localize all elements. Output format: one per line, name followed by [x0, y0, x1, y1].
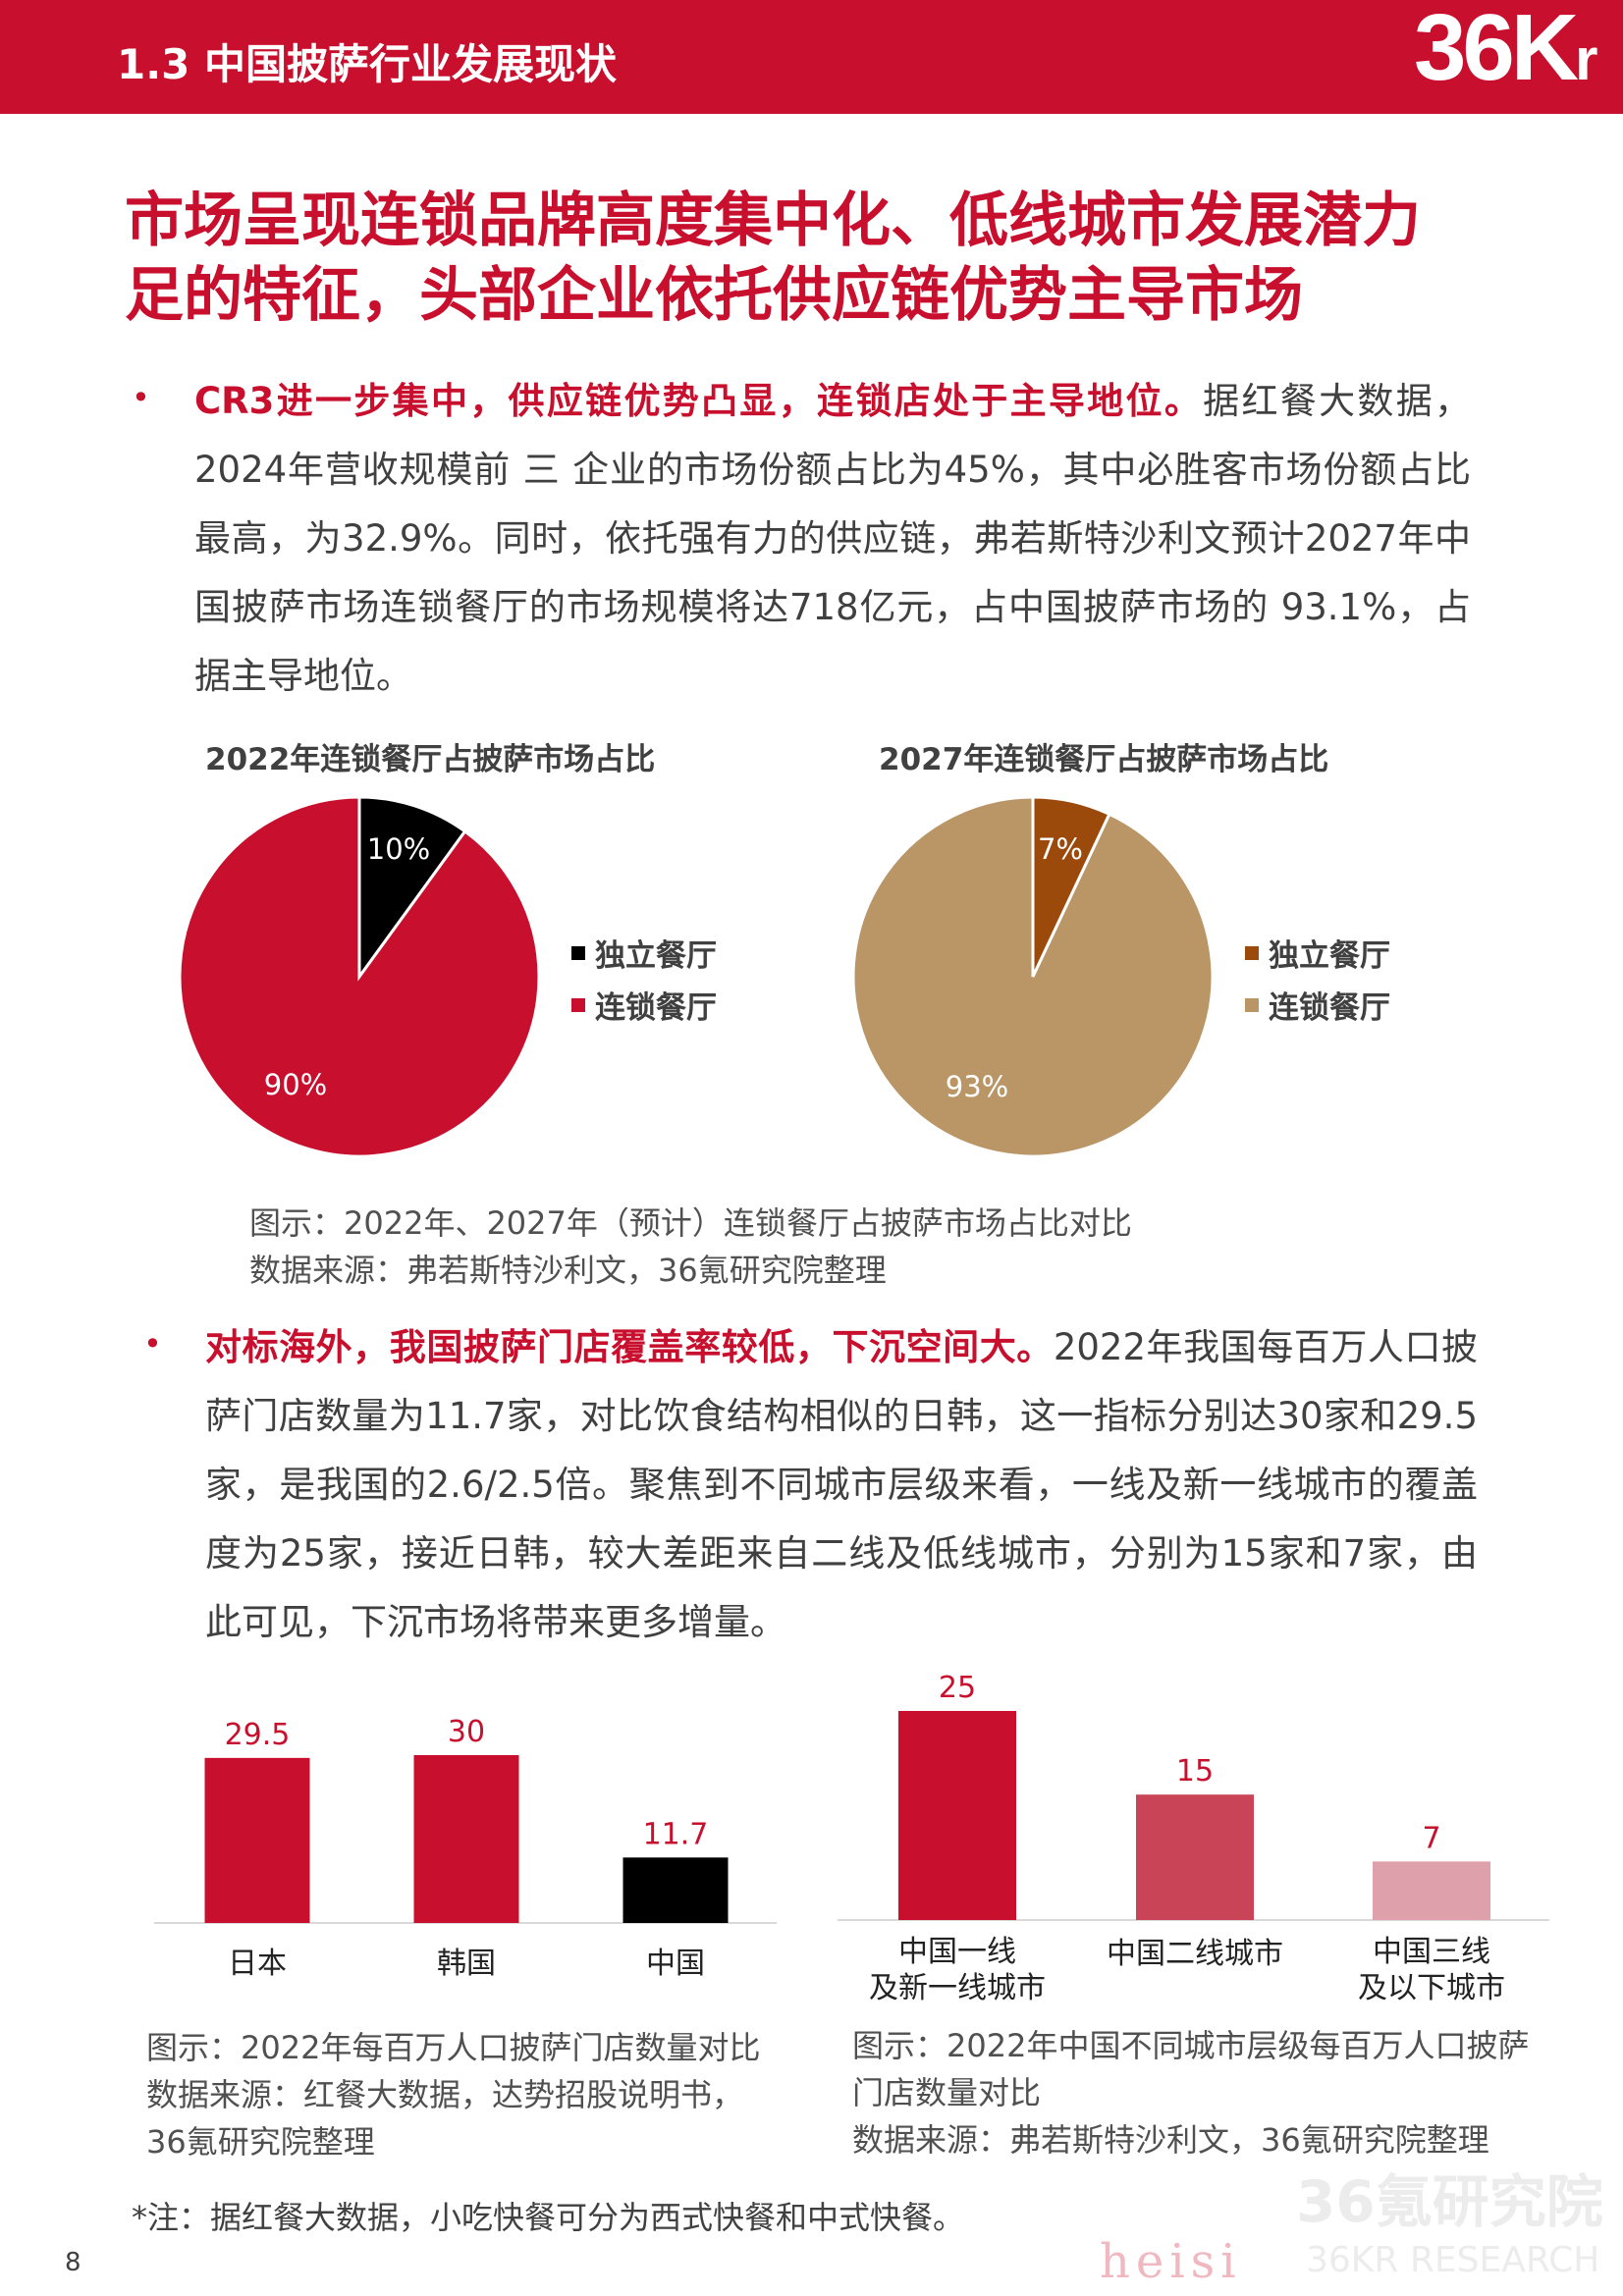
bullet-2-lead: 对标海外，我国披萨门店覆盖率较低，下沉空间大。 [205, 1326, 1054, 1368]
pie-caption-figure: 图示：2022年、2027年（预计）连锁餐厅占披萨市场占比对比 [249, 1204, 1132, 1242]
caption-figure: 图示：2022年每百万人口披萨门店数量对比 [146, 2029, 761, 2066]
legend-swatch [571, 945, 585, 960]
category-label-line: 日本 [228, 1947, 287, 1981]
bar-data-label: 25 [939, 1671, 976, 1705]
pie-data-label: 7% [1038, 832, 1083, 866]
category-label: 中国二线城市 [1087, 1936, 1303, 1972]
pie-data-label: 10% [367, 832, 430, 866]
bar-data-label: 11.7 [643, 1817, 709, 1851]
pie-1-title: 2022年连锁餐厅占披萨市场占比 [205, 742, 656, 777]
caption-source: 数据来源：红餐大数据，达势招股说明书， [146, 2076, 744, 2113]
category-label-line: 中国二线城市 [1107, 1937, 1283, 1971]
category-label-line: 中国三线 [1373, 1935, 1490, 1969]
legend-swatch [571, 997, 585, 1012]
category-label-line: 及新一线城市 [869, 1971, 1046, 2005]
pie-data-label: 93% [946, 1070, 1008, 1103]
pie-1-legend-chain: 连锁餐厅 [571, 983, 717, 1027]
pie-slice [851, 795, 1215, 1158]
section-title: 1.3 中国披萨行业发展现状 [117, 40, 618, 88]
logo-36kr: 36Kr [1414, 0, 1598, 100]
category-label: 韩国 [358, 1946, 574, 1982]
bullet-icon: • [143, 1325, 162, 1362]
bar [204, 1757, 310, 1923]
pie-slice [357, 795, 467, 982]
bar [1136, 1794, 1254, 1920]
bullet-1-lead: CR3进一步集中，供应链优势凸显，连锁店处于主导地位。 [194, 380, 1204, 422]
category-label: 中国 [568, 1946, 784, 1982]
legend-swatch [1245, 945, 1259, 960]
category-label-line: 及以下城市 [1358, 1971, 1505, 2005]
bullet-paragraph-2: 对标海外，我国披萨门店覆盖率较低，下沉空间大。2022年我国每百万人口披萨门店数… [205, 1313, 1478, 1657]
bullet-paragraph-1: CR3进一步集中，供应链优势凸显，连锁店处于主导地位。据红餐大数据，2024年营… [194, 367, 1471, 711]
caption-figure: 门店数量对比 [852, 2074, 1042, 2111]
watermark-en: 36KR RESEARCH [1306, 2240, 1600, 2280]
category-label-line: 中国 [646, 1947, 705, 1981]
bar [898, 1711, 1016, 1920]
legend-label: 连锁餐厅 [595, 990, 717, 1026]
watermark-cn: 36氪研究院 [1296, 2168, 1603, 2235]
bar-charts: 29.5 30 11.7 25 15 7 [154, 1671, 1549, 1924]
bar-caption-right: 图示：2022年中国不同城市层级每百万人口披萨 门店数量对比数据来源：弗若斯特沙利… [852, 2022, 1529, 2163]
category-label-line: 中国一线 [898, 1935, 1016, 1969]
pie-caption-source: 数据来源：弗若斯特沙利文，36氪研究院整理 [249, 1252, 887, 1289]
pie-slice [178, 795, 541, 1158]
category-label: 中国一线 及新一线城市 [849, 1934, 1065, 2006]
caption-source: 数据来源：弗若斯特沙利文，36氪研究院整理 [852, 2121, 1489, 2159]
watermark-mark: heisi [1100, 2234, 1242, 2289]
caption-source: 36氪研究院整理 [146, 2123, 375, 2161]
bar-caption-left: 图示：2022年每百万人口披萨门店数量对比 数据来源：红餐大数据，达势招股说明书，… [146, 2024, 760, 2165]
pie-caption: 图示：2022年、2027年（预计）连锁餐厅占披萨市场占比对比 数据来源：弗若斯特… [249, 1200, 1132, 1294]
headline-line-1: 市场呈现连锁品牌高度集中化、低线城市发展潜力 [125, 187, 1421, 255]
bar-data-label: 15 [1176, 1754, 1214, 1789]
legend-swatch [1245, 997, 1259, 1012]
bullet-2-text: 2022年我国每百万人口披萨门店数量为11.7家，对比饮食结构相似的日韩，这一指… [205, 1326, 1479, 1643]
header-bar [0, 0, 1623, 114]
category-label-line: 韩国 [437, 1947, 496, 1981]
headline-line-2: 足的特征，头部企业依托供应链优势主导市场 [125, 261, 1303, 330]
bullet-1-text: 据红餐大数据，2024年营收规模前 三 企业的市场份额占比为45%，其中必胜客市… [194, 380, 1472, 697]
category-label: 中国三线 及以下城市 [1324, 1934, 1540, 2006]
bar [1373, 1861, 1490, 1920]
pie-data-label: 90% [264, 1068, 327, 1101]
legend-label: 连锁餐厅 [1269, 990, 1390, 1026]
pie-2-legend-independent: 独立餐厅 [1245, 931, 1390, 975]
bullet-icon: • [132, 379, 150, 416]
bar-data-label: 29.5 [225, 1718, 291, 1752]
bar [413, 1755, 519, 1923]
pie-2-title: 2027年连锁餐厅占披萨市场占比 [879, 742, 1329, 777]
category-label: 日本 [149, 1946, 365, 1982]
legend-label: 独立餐厅 [1269, 938, 1390, 974]
footnote: *注：据红餐大数据，小吃快餐可分为西式快餐和中式快餐。 [132, 2199, 965, 2236]
legend-label: 独立餐厅 [595, 938, 717, 974]
bar-data-label: 7 [1422, 1821, 1440, 1855]
bar-data-label: 30 [448, 1715, 485, 1749]
pie-1-legend-independent: 独立餐厅 [571, 931, 717, 975]
bar [622, 1857, 729, 1923]
pie-2-legend-chain: 连锁餐厅 [1245, 983, 1390, 1027]
caption-figure: 图示：2022年中国不同城市层级每百万人口披萨 [852, 2027, 1530, 2064]
pie-charts: 10% 90% 7% 93% [178, 795, 1215, 1158]
page-number: 8 [65, 2248, 81, 2277]
